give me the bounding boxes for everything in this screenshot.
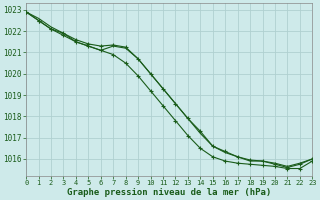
X-axis label: Graphe pression niveau de la mer (hPa): Graphe pression niveau de la mer (hPa) <box>67 188 271 197</box>
